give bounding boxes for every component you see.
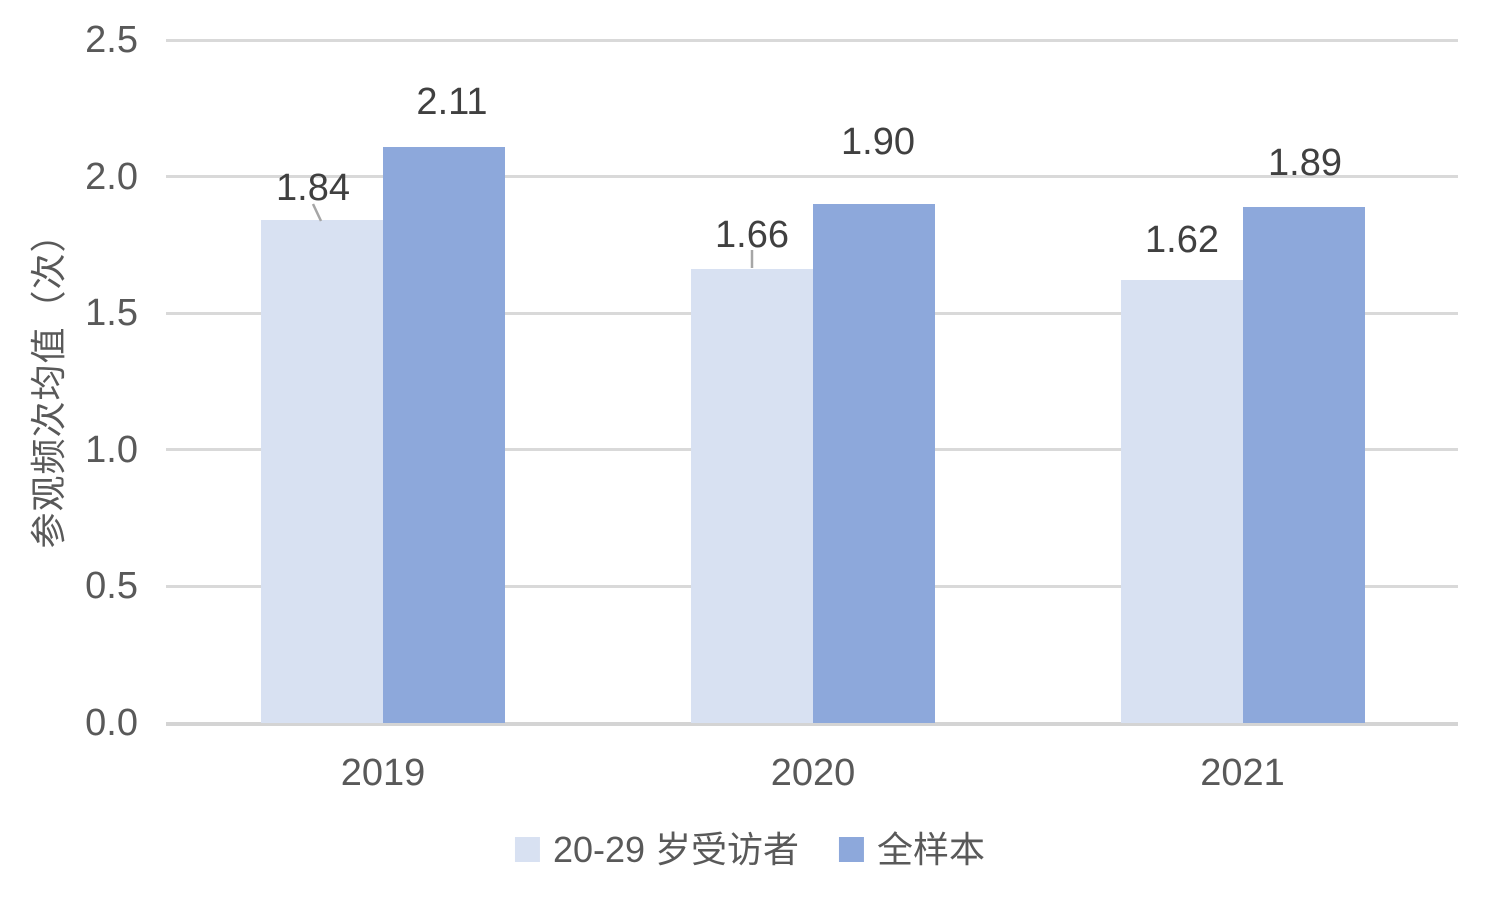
y-tick-label: 2.5 [85,19,138,61]
bar-series-0-2021 [1120,280,1243,723]
data-label-series-0-2020: 1.66 [715,214,789,256]
bar-series-0-2019 [261,220,383,723]
y-tick-label: 0.0 [85,702,138,744]
bar-series-1-2019 [383,146,505,723]
y-tick-label: 2.0 [85,155,138,198]
x-tick-label-2019: 2019 [340,752,426,794]
data-label-series-0-2021: 1.62 [1145,219,1219,261]
x-tick-label-2020: 2020 [770,752,856,794]
y-axis-title: 参观频次均值（次） [28,215,69,549]
legend-label: 全样本 [877,829,986,870]
bar-series-1-2021 [1242,206,1365,723]
gridline [166,175,1458,179]
legend-swatch-icon [514,837,540,863]
bar-series-0-2020 [691,269,813,723]
bar-series-1-2020 [813,203,935,723]
y-tick-label: 0.5 [85,565,138,608]
x-tick-label-2021: 2021 [1200,752,1285,794]
legend-swatch-icon [839,837,865,863]
legend-item-series-1: 全样本 [839,828,985,871]
data-label-series-1-2021: 1.89 [1268,142,1342,184]
gridline [166,721,1458,726]
data-label-series-1-2020: 1.90 [841,121,915,163]
legend-item-series-0: 20-29 岁受访者 [514,828,800,871]
y-tick-label: 1.5 [85,292,138,335]
data-label-series-1-2019: 2.11 [416,81,488,123]
legend-label: 20-29 岁受访者 [552,829,800,870]
gridline [166,38,1458,42]
data-label-series-0-2019: 1.84 [276,167,350,209]
legend: 20-29 岁受访者 全样本 [514,828,985,871]
y-tick-label: 1.0 [85,428,138,471]
